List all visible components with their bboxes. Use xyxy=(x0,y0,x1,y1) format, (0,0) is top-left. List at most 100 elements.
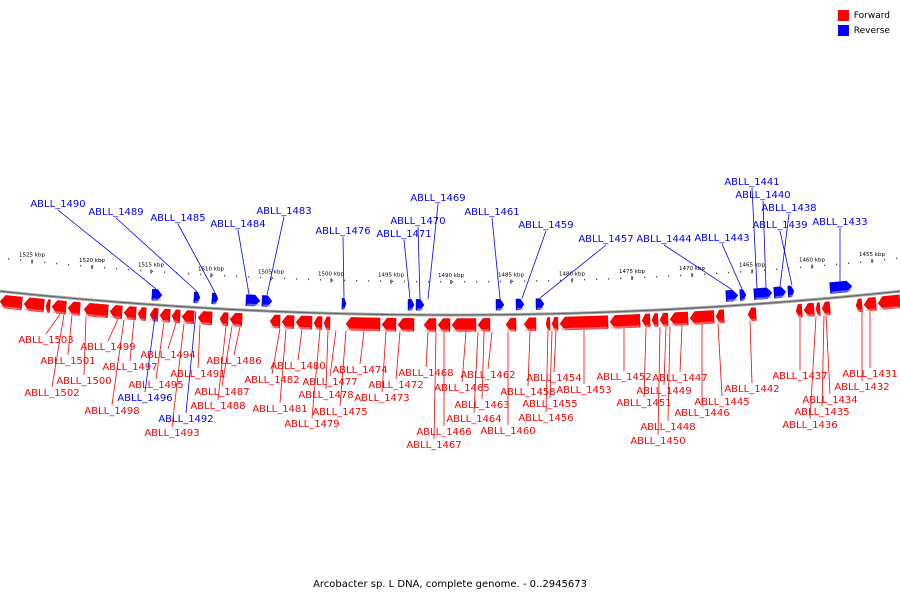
gene-arrow xyxy=(245,294,261,307)
gene-label-leader xyxy=(217,326,227,401)
gene-arrow xyxy=(415,299,425,311)
gene-label-text: ABLL_1431 xyxy=(842,369,897,380)
scale-dot xyxy=(608,278,610,280)
scale-dot xyxy=(104,266,106,269)
gene-label-text: ABLL_1433 xyxy=(812,217,867,228)
gene-body xyxy=(855,298,863,313)
gene-label-abll-1488: ABLL_1488 xyxy=(190,326,246,412)
gene-label-leader xyxy=(297,329,303,361)
gene-arrow xyxy=(651,313,659,327)
gene-shading xyxy=(497,308,504,311)
gene-shading xyxy=(46,310,49,313)
scale-dot xyxy=(752,270,754,272)
gene-shading xyxy=(346,328,379,331)
gene-label-text: ABLL_1495 xyxy=(128,380,183,391)
gene-label-leader xyxy=(311,329,321,419)
gene-label-abll-1471: ABLL_1471 xyxy=(376,229,432,299)
scale-dot xyxy=(536,280,538,282)
gene-body xyxy=(545,317,551,331)
scale-dot xyxy=(500,280,502,283)
forward-gene-labels: ABLL_1503 ABLL_1502 ABLL_1501 ABLL_1500 ABLL… xyxy=(18,311,898,451)
scale-tick-label: 1525 kbp xyxy=(19,253,45,259)
gene-arrow xyxy=(197,311,213,326)
gene-body xyxy=(505,317,517,332)
gene-label-text: ABLL_1458 xyxy=(500,387,555,398)
gene-label-abll-1499: ABLL_1499 xyxy=(80,318,136,353)
scale-dot xyxy=(140,269,142,272)
scale-tick-label: 1455 kbp xyxy=(859,252,885,258)
gene-body xyxy=(787,285,795,298)
gene-label-text: ABLL_1457 xyxy=(578,234,633,245)
gene-label-text: ABLL_1491 xyxy=(170,369,225,380)
gene-label-abll-1432: ABLL_1432 xyxy=(834,312,890,393)
gene-shading xyxy=(282,326,293,329)
gene-body xyxy=(609,314,641,329)
gene-label-leader xyxy=(339,330,347,407)
scale-dot xyxy=(56,262,58,265)
forward-swatch xyxy=(837,10,849,21)
gene-label-leader xyxy=(717,323,723,397)
gene-label-abll-1481: ABLL_1481 xyxy=(252,328,308,415)
scale-tick-label: 1470 kbp xyxy=(679,266,705,272)
scale-dot xyxy=(260,276,262,279)
gene-label-abll-1487: ABLL_1487 xyxy=(194,326,250,398)
gene-body xyxy=(149,308,159,322)
scale-tick-label: 1520 kbp xyxy=(79,258,105,264)
gene-body xyxy=(659,312,669,327)
gene-body xyxy=(23,297,45,313)
gene-arrow xyxy=(67,301,81,316)
gene-arrow xyxy=(211,292,219,305)
gene-arrow xyxy=(545,317,551,331)
scale-dot xyxy=(272,277,274,279)
gene-label-abll-1479: ABLL_1479 xyxy=(284,329,340,430)
gene-label-abll-1480: ABLL_1480 xyxy=(270,329,326,372)
gene-label-text: ABLL_1500 xyxy=(56,376,111,387)
gene-label-leader xyxy=(177,223,216,293)
gene-body xyxy=(45,299,51,313)
gene-arrow xyxy=(137,307,147,321)
gene-label-text: ABLL_1445 xyxy=(694,397,749,408)
scale-dot xyxy=(644,276,646,279)
gene-arrow xyxy=(863,297,877,312)
gene-label-text: ABLL_1439 xyxy=(752,220,807,231)
gene-label-leader xyxy=(487,331,493,370)
gene-shading xyxy=(755,296,772,300)
gene-label-abll-1478: ABLL_1478 xyxy=(298,330,354,401)
gene-shading xyxy=(52,311,65,315)
scale-dot xyxy=(680,274,682,277)
gene-shading xyxy=(324,327,329,330)
scale-dot xyxy=(488,280,490,283)
reverse-genes xyxy=(151,280,853,311)
scale-ruler: 1525 kbp 1520 kbp 1515 kbp 1510 kbp 1505 kbp… xyxy=(8,252,898,284)
gene-label-abll-1492: ABLL_1492 xyxy=(158,311,214,425)
gene-shading xyxy=(398,329,413,332)
scale-dot xyxy=(32,260,34,263)
gene-body xyxy=(815,302,821,316)
scale-dot xyxy=(8,258,10,260)
gene-body xyxy=(715,309,725,324)
scale-dot xyxy=(776,268,778,271)
gene-shading xyxy=(553,328,558,331)
gene-body xyxy=(477,318,491,332)
gene-shading xyxy=(727,298,738,302)
gene-label-abll-1448: ABLL_1448 xyxy=(640,326,696,433)
scale-dot xyxy=(392,280,394,283)
scale-tick xyxy=(330,278,332,283)
scale-dot xyxy=(380,280,382,282)
gene-shading xyxy=(314,327,321,330)
scale-dot xyxy=(188,272,190,275)
gene-arrow xyxy=(787,285,795,298)
gene-shading xyxy=(138,318,145,321)
gene-arrow xyxy=(877,294,900,310)
scale-dot xyxy=(440,280,442,283)
gene-label-leader xyxy=(667,326,671,422)
gene-label-text: ABLL_1451 xyxy=(616,398,671,409)
gene-label-leader xyxy=(762,200,767,288)
gene-body xyxy=(381,317,397,332)
legend: Forward Reverse xyxy=(837,8,890,38)
backbone-line xyxy=(0,290,900,316)
gene-label-text: ABLL_1469 xyxy=(410,193,465,204)
gene-body xyxy=(863,297,877,312)
gene-arrow xyxy=(261,295,273,307)
gene-label-abll-1443: ABLL_1443 xyxy=(694,233,750,290)
